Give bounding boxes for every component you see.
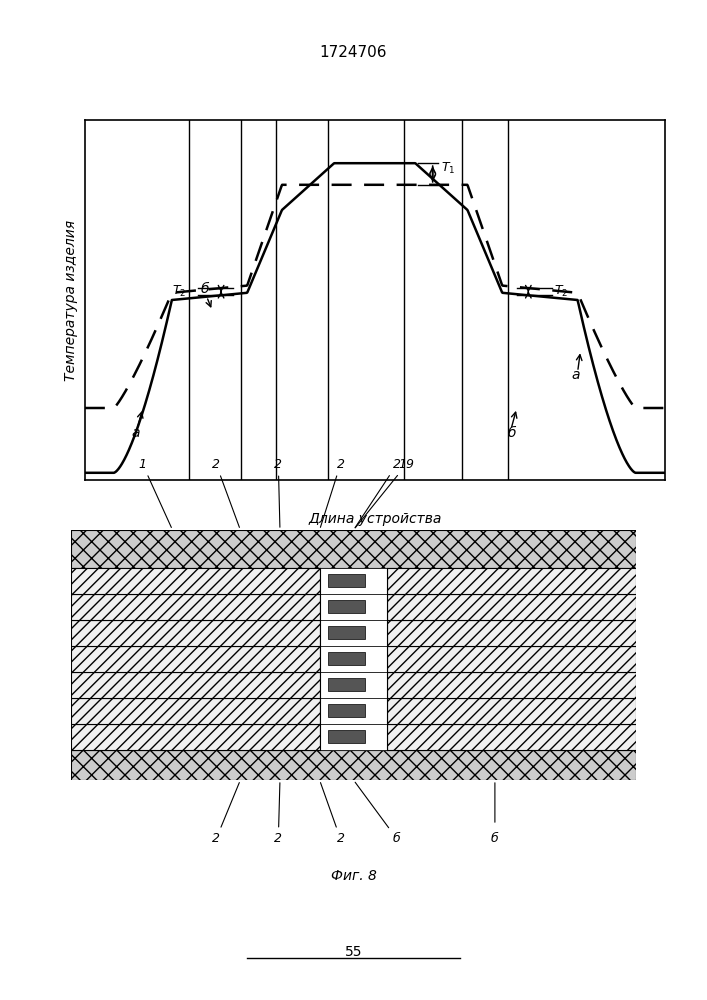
Text: 55: 55: [345, 945, 362, 959]
Bar: [320, 698, 387, 724]
Bar: [71, 620, 320, 646]
Text: а: а: [572, 368, 580, 382]
Bar: [71, 594, 320, 620]
Text: Фиг. 7: Фиг. 7: [352, 545, 397, 559]
Bar: [320, 672, 387, 698]
Bar: [328, 600, 365, 613]
Text: а: а: [132, 426, 140, 440]
Text: 2: 2: [212, 783, 240, 846]
Text: 2: 2: [274, 783, 282, 846]
Text: 1: 1: [139, 458, 171, 527]
Bar: [71, 530, 636, 568]
Bar: [71, 698, 320, 724]
Bar: [387, 698, 636, 724]
Text: Фиг. 8: Фиг. 8: [331, 869, 376, 883]
Bar: [320, 594, 387, 620]
Bar: [387, 620, 636, 646]
Text: $T_2$: $T_2$: [172, 284, 186, 299]
Bar: [387, 594, 636, 620]
Bar: [71, 750, 636, 780]
Bar: [320, 620, 387, 646]
Text: 19: 19: [355, 458, 415, 528]
Text: б: б: [508, 426, 517, 440]
Bar: [320, 568, 387, 594]
Text: $T_1$: $T_1$: [441, 161, 456, 176]
Text: б: б: [201, 282, 209, 296]
Y-axis label: Температура изделия: Температура изделия: [64, 219, 78, 381]
Bar: [320, 724, 387, 750]
Text: 2: 2: [212, 458, 240, 527]
Text: б: б: [355, 782, 401, 846]
Bar: [328, 574, 365, 587]
Bar: [71, 646, 320, 672]
Bar: [71, 568, 320, 594]
Bar: [387, 568, 636, 594]
Text: 2: 2: [355, 458, 401, 528]
Bar: [71, 672, 320, 698]
Bar: [320, 646, 387, 672]
Text: Длина устройства: Длина устройства: [308, 512, 441, 526]
Bar: [387, 672, 636, 698]
Text: $T_2$: $T_2$: [554, 284, 568, 299]
Text: 2: 2: [320, 458, 344, 527]
Bar: [387, 646, 636, 672]
Bar: [328, 678, 365, 691]
Bar: [328, 730, 365, 743]
Bar: [328, 704, 365, 717]
Bar: [328, 652, 365, 665]
Text: б: б: [491, 832, 498, 846]
Text: 2: 2: [320, 783, 344, 846]
Text: 1724706: 1724706: [320, 45, 387, 60]
Bar: [387, 724, 636, 750]
Bar: [328, 626, 365, 639]
Bar: [71, 724, 320, 750]
Text: 2: 2: [274, 458, 282, 527]
